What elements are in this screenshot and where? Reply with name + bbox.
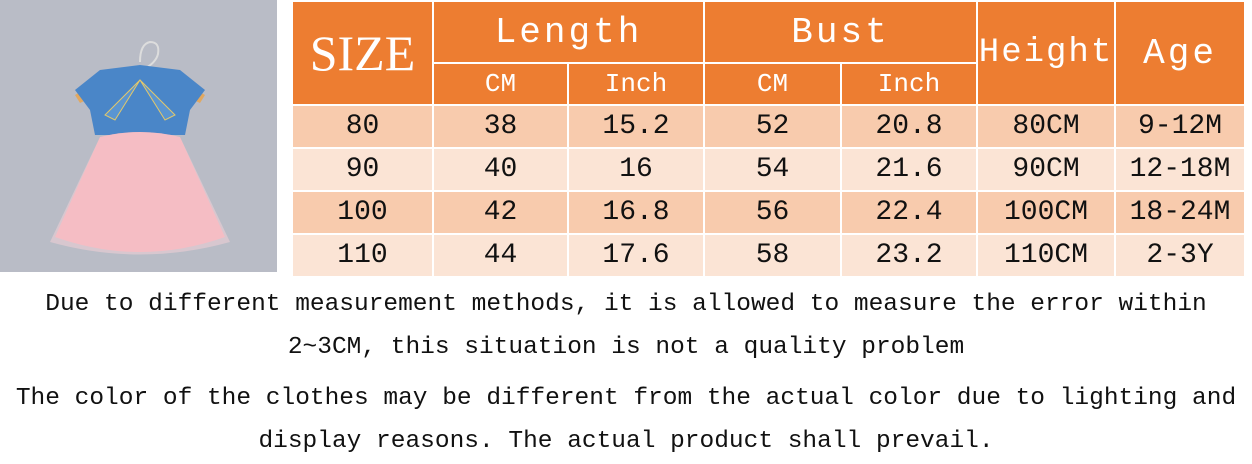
cell-height: 100CM	[976, 190, 1117, 235]
cell-bust-inch: 23.2	[839, 233, 979, 278]
cell-age: 18-24M	[1114, 190, 1247, 235]
cell-length-inch: 15.2	[567, 104, 705, 149]
header-age: Age	[1114, 0, 1247, 106]
dress-icon	[50, 40, 230, 255]
cell-length-cm: 42	[432, 190, 569, 235]
measurement-note-line2: 2~3CM, this situation is not a quality p…	[287, 334, 965, 361]
cell-size: 90	[291, 147, 434, 192]
header-bust-inch: Inch	[839, 62, 979, 106]
cell-length-cm: 38	[432, 104, 569, 149]
table-row: 110 44 17.6 58 23.2 110CM 2-3Y	[291, 233, 1247, 278]
cell-size: 110	[291, 233, 434, 278]
cell-size: 100	[291, 190, 434, 235]
cell-height: 110CM	[976, 233, 1117, 278]
cell-bust-inch: 22.4	[839, 190, 979, 235]
table-row: 100 42 16.8 56 22.4 100CM 18-24M	[291, 190, 1247, 235]
color-note-line1: The color of the clothes may be differen…	[15, 385, 1237, 412]
cell-bust-cm: 54	[703, 147, 842, 192]
cell-age: 2-3Y	[1114, 233, 1247, 278]
cell-size: 80	[291, 104, 434, 149]
cell-age: 9-12M	[1114, 104, 1247, 149]
cell-bust-cm: 58	[703, 233, 842, 278]
table-row: 90 40 16 54 21.6 90CM 12-18M	[291, 147, 1247, 192]
product-photo	[0, 0, 277, 272]
cell-bust-cm: 52	[703, 104, 842, 149]
color-note-line2: display reasons. The actual product shal…	[258, 428, 994, 455]
cell-age: 12-18M	[1114, 147, 1247, 192]
header-length: Length	[432, 0, 705, 64]
header-length-inch: Inch	[567, 62, 705, 106]
header-bust-cm: CM	[703, 62, 842, 106]
measurement-note-line1: Due to different measurement methods, it…	[45, 291, 1207, 318]
header-length-cm: CM	[432, 62, 569, 106]
cell-bust-cm: 56	[703, 190, 842, 235]
cell-length-inch: 16.8	[567, 190, 705, 235]
table-row: 80 38 15.2 52 20.8 80CM 9-12M	[291, 104, 1247, 149]
cell-length-cm: 44	[432, 233, 569, 278]
header-size: SIZE	[291, 0, 434, 106]
cell-length-cm: 40	[432, 147, 569, 192]
header-bust: Bust	[702, 0, 979, 64]
cell-height: 90CM	[976, 147, 1117, 192]
cell-height: 80CM	[976, 104, 1117, 149]
cell-length-inch: 16	[567, 147, 705, 192]
cell-bust-inch: 20.8	[839, 104, 979, 149]
cell-length-inch: 17.6	[567, 233, 705, 278]
header-height: Height	[976, 0, 1117, 106]
cell-bust-inch: 21.6	[839, 147, 979, 192]
size-chart-table: SIZE Length Bust Height Age CM Inch CM I…	[291, 0, 1247, 278]
